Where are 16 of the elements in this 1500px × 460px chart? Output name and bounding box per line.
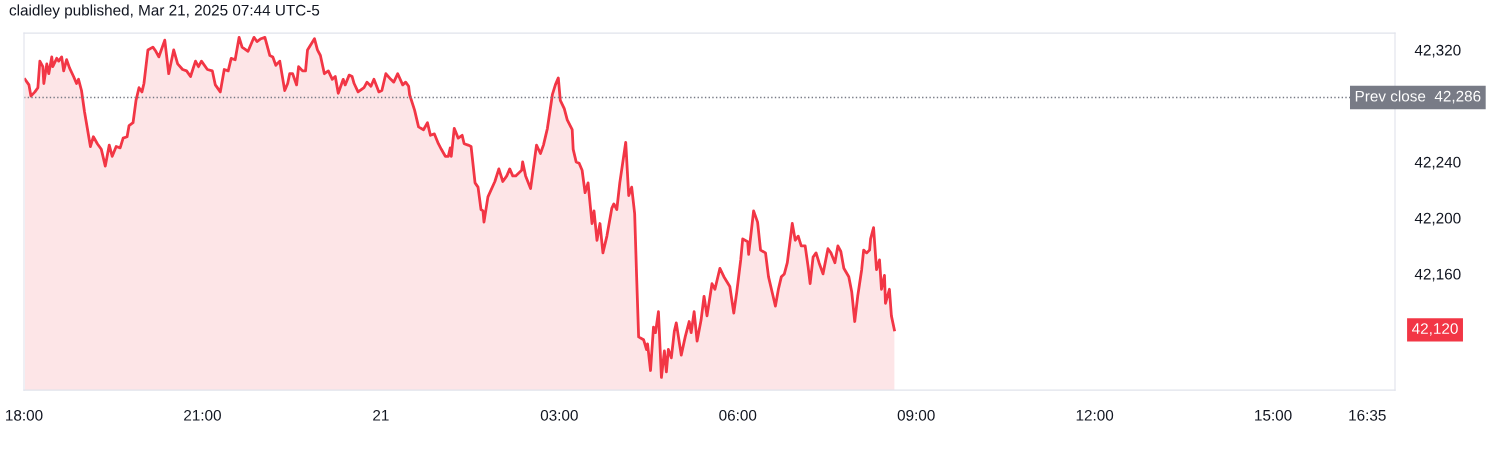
x-tick-label: 21:00 [184, 409, 221, 421]
x-tick-label: 15:00 [1255, 409, 1292, 421]
y-tick-label: 42,320 [1414, 44, 1461, 58]
y-tick-label: 42,200 [1414, 212, 1461, 226]
text: 42,120 [1412, 323, 1458, 336]
x-tick-label: 21 [373, 409, 389, 421]
x-tick-label: 18:00 [6, 409, 43, 421]
x-tick-label: 16:35 [1349, 409, 1386, 421]
ref-line-label: Prev close 42,286 [1355, 90, 1481, 104]
x-tick-label: 06:00 [719, 409, 757, 421]
y-tick-label: 42,240 [1414, 156, 1461, 170]
y-tick-label: 42,160 [1414, 268, 1461, 282]
x-tick-label: 12:00 [1076, 409, 1114, 421]
x-tick-label: 09:00 [897, 409, 935, 421]
chart-title: claidley published, Mar 21, 2025 07:44 UTC-5 [9, 4, 320, 19]
x-tick-label: 03:00 [540, 409, 578, 421]
